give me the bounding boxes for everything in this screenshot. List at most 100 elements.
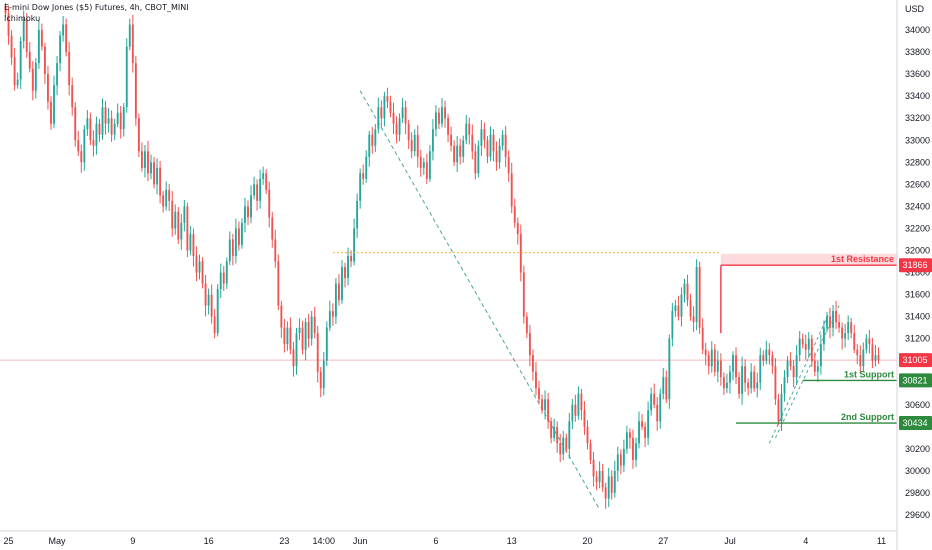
candle [595, 470, 598, 491]
symbol-title[interactable]: E-mini Dow Jones ($5) Futures, 4h, CBOT_… [4, 3, 189, 12]
candle-body [835, 311, 837, 323]
candle [474, 143, 477, 180]
candle [13, 48, 16, 91]
candle [513, 198, 516, 228]
candle [28, 42, 31, 73]
x-tick-label: 14:00 [313, 536, 336, 546]
candle-body [53, 85, 55, 124]
candle [680, 287, 683, 327]
candle [710, 341, 713, 373]
candle-body [368, 134, 371, 157]
candle [829, 307, 831, 339]
candle-body [847, 322, 850, 334]
price-axis[interactable]: 2960029800300003020030400306003080031000… [905, 25, 930, 520]
candle-body [862, 349, 865, 367]
candle-body [544, 399, 546, 411]
candle [234, 218, 237, 264]
candle-body [635, 443, 637, 460]
candle-body [434, 112, 437, 130]
candle-body [819, 344, 822, 367]
candle [862, 342, 865, 372]
candle [738, 371, 740, 399]
candle [453, 140, 456, 167]
candle-body [550, 421, 553, 438]
candle [638, 411, 640, 449]
candle [447, 114, 450, 143]
candle-body [68, 52, 71, 86]
candle-body [441, 107, 443, 124]
candle-body [171, 200, 174, 229]
candle [462, 135, 465, 163]
candle-body [632, 437, 634, 460]
candle [207, 288, 210, 315]
candle-body [638, 421, 640, 444]
candle-body [177, 211, 180, 240]
y-tick-label: 32000 [905, 245, 930, 255]
candle-body [680, 294, 683, 317]
candle [371, 126, 374, 154]
candle-body [641, 421, 643, 427]
candle-body [180, 222, 183, 240]
candle-body [541, 399, 543, 411]
candle-body [159, 167, 162, 196]
candle-body [777, 399, 780, 422]
candle-body [431, 129, 434, 152]
candle-body [189, 233, 192, 251]
candle-body [7, 13, 10, 36]
candle-body [474, 151, 477, 174]
candle-body [783, 377, 786, 394]
candle-body [250, 195, 252, 218]
candle-body [301, 327, 304, 350]
candle-body [4, 6, 7, 14]
candle [538, 380, 540, 405]
candle-body [592, 459, 595, 477]
candle-body [304, 322, 307, 350]
candle-body [162, 195, 165, 207]
candle-body [331, 311, 334, 317]
candle-body [553, 426, 556, 438]
candle [783, 370, 786, 402]
x-tick-label: 20 [582, 536, 592, 546]
candle [374, 123, 377, 152]
candle [50, 96, 52, 130]
candle [431, 119, 434, 161]
y-tick-label: 33000 [905, 135, 930, 145]
indicator-label[interactable]: Ichimoku [4, 14, 41, 23]
candle-body [404, 107, 407, 124]
candle-body [707, 355, 710, 367]
candle [768, 343, 771, 365]
candle-body [210, 294, 213, 317]
candle [62, 15, 65, 42]
candle [89, 112, 92, 146]
candle [589, 439, 592, 465]
candle-body [704, 349, 707, 356]
candle [4, 3, 7, 17]
candle [677, 295, 680, 321]
candle-body [483, 129, 486, 141]
candle-body [319, 371, 322, 389]
candle-body [468, 123, 471, 135]
candle [262, 166, 265, 185]
candle-body [489, 134, 492, 157]
candle-body [192, 233, 195, 256]
candle [165, 181, 168, 211]
last-price-label: 31005 [902, 355, 927, 365]
candle-body [574, 404, 577, 416]
candle [668, 334, 671, 409]
candle-body [338, 283, 340, 301]
candle-body [410, 140, 413, 152]
x-tick-label: 11 [877, 536, 886, 546]
candle [647, 401, 650, 446]
candle [459, 138, 462, 165]
candle [292, 341, 295, 377]
candle-body [425, 162, 428, 179]
candle-body [80, 151, 83, 163]
candle-body [16, 79, 19, 86]
candle [535, 361, 537, 396]
candle-body [156, 167, 159, 185]
candle-body [674, 305, 677, 312]
candle-body [125, 46, 128, 108]
candle-body [110, 118, 113, 135]
